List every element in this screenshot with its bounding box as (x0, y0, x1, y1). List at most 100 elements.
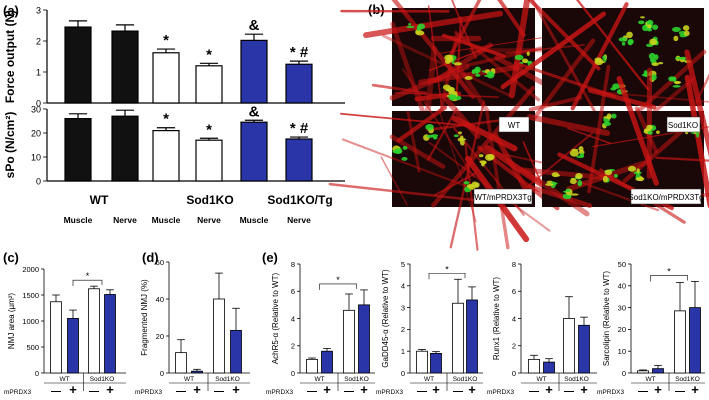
panel-label-b: (b) (368, 2, 385, 17)
bar (689, 307, 701, 374)
plus-sign: + (106, 382, 114, 397)
bar (321, 350, 333, 374)
bar (64, 26, 92, 104)
y-tick-label: 2 (401, 325, 405, 334)
fiber (428, 141, 551, 232)
micrograph-grid: WT Sod1KO WT/mPRDX3Tg Sod1KO/mPRDX3Tg (328, 0, 709, 251)
nmj-spot (576, 175, 580, 179)
bar (452, 302, 464, 374)
nmj-spot (644, 128, 650, 133)
significance-marker: & (249, 17, 260, 34)
achr-chart: 0 2 4 6 8 AchR5-α (Relative to WT) WT Sod1KO — + —… (266, 260, 375, 397)
significance-marker: * (163, 32, 169, 49)
y-axis-label: Force output (N) (3, 10, 17, 103)
group-label-sod1ko-tg: Sod1KO/Tg (267, 193, 332, 207)
panel-label-e: (e) (262, 250, 278, 265)
y-tick-label: 1000 (22, 317, 39, 326)
image-label-sod1ko: Sod1KO (668, 121, 698, 130)
minus-sign: — (214, 386, 224, 397)
nmj-spot (453, 62, 462, 66)
group-label-sod1ko: Sod1KO (90, 376, 115, 383)
nmj-spot (474, 68, 479, 75)
plus-sign: + (432, 382, 440, 397)
fiber (380, 156, 408, 206)
fiber (402, 68, 476, 179)
fiber (439, 112, 477, 223)
sarcolipin-chart: 0 10 20 30 40 50 Sarcolipin (Relative to WT) WT… (597, 260, 705, 397)
nmj-spot (514, 54, 524, 61)
nmj-spot (453, 134, 459, 138)
nmj-spot (652, 24, 659, 30)
fiber (567, 127, 612, 145)
fiber (406, 110, 421, 173)
y-tick-label: 3 (401, 303, 405, 312)
nmj-spot (406, 25, 415, 29)
nmj-spot (485, 153, 494, 161)
y-tick-label: 20 (618, 325, 626, 334)
fiber (528, 95, 583, 112)
nmj-spot (649, 38, 658, 46)
y-tick-label: 50 (618, 260, 626, 269)
y-tick-label: 4 (291, 314, 295, 323)
group-label-sod1ko: Sod1KO (215, 376, 240, 383)
y-tick-label: 1 (401, 347, 405, 356)
y-tick-label: 0 (35, 369, 39, 378)
y-tick-label: 10 (618, 347, 626, 356)
y-axis-label: AchR5-α (Relative to WT) (271, 273, 280, 365)
nmj-spot (683, 30, 690, 37)
bar (213, 298, 225, 374)
significance-bracket (319, 283, 357, 290)
y-tick-label: 1 (36, 68, 41, 78)
nmj-spot (569, 179, 577, 185)
y-tick-label: 60 (156, 258, 164, 267)
nmj-spot (638, 176, 644, 182)
fiber (363, 10, 504, 38)
nmj-spot (604, 169, 613, 176)
image-label-wt-tg: WT/mPRDX3Tg (474, 193, 531, 202)
y-tick-label: 40 (618, 282, 626, 291)
minus-sign: — (344, 386, 354, 397)
bar (416, 350, 428, 374)
group-label-wt: WT (59, 376, 69, 383)
nmj-spot (454, 95, 462, 101)
nmj-spot (464, 76, 473, 80)
y-tick-label: 0 (401, 369, 405, 378)
y-tick-label: 40 (156, 295, 164, 304)
sublabel-tg-nerve: Nerve (287, 215, 311, 225)
nmj-spot (475, 73, 481, 77)
minus-sign: — (675, 386, 685, 397)
nmj-spot (647, 24, 652, 29)
bar (285, 138, 313, 182)
plus-sign: + (580, 382, 588, 397)
nmj-spot (545, 183, 554, 186)
significance-marker: * (206, 121, 212, 138)
nmj-spot (578, 146, 584, 152)
bar (343, 309, 355, 374)
y-tick-label: 8 (512, 260, 516, 269)
nmj-spot (613, 173, 618, 178)
fiber (444, 0, 482, 66)
nmj-spot (627, 39, 633, 46)
nmj-spot (569, 149, 579, 157)
nmj-spot (603, 121, 612, 127)
plus-sign: + (69, 382, 77, 397)
y-tick-label: 2 (36, 37, 41, 47)
y-tick-label: 2 (291, 342, 295, 351)
nmj-spot (401, 157, 408, 161)
fiber (433, 42, 493, 84)
nmj-spot (682, 25, 690, 31)
nmj-spot (606, 113, 612, 120)
nmj-spot (577, 180, 583, 187)
micrograph-wt (340, 0, 604, 159)
y-tick-label: 6 (512, 287, 516, 296)
nmj-spot (679, 56, 688, 60)
bar (543, 361, 555, 374)
nmj-spot (565, 188, 571, 192)
nmj-spot (647, 130, 653, 135)
mprdx3-label: mPRDX3 (597, 389, 624, 396)
plus-sign: + (468, 382, 476, 397)
significance-marker: * (163, 111, 169, 128)
fiber (523, 168, 590, 217)
y-tick-label: 2000 (22, 265, 39, 274)
